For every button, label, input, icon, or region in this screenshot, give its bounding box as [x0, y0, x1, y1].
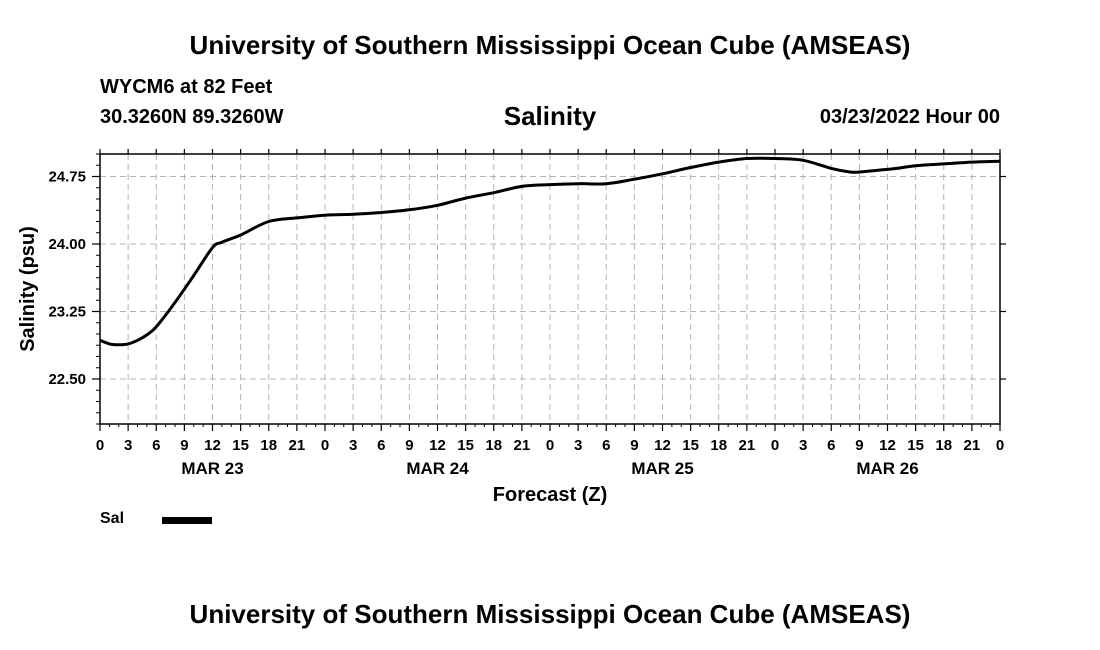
- x-tick-label: 6: [377, 437, 385, 454]
- x-tick-label: 12: [654, 437, 671, 454]
- x-tick-label: 18: [485, 437, 502, 454]
- x-tick-label: 0: [546, 437, 554, 454]
- x-axis-title: Forecast (Z): [493, 484, 607, 506]
- station-label: WYCM6 at 82 Feet: [100, 76, 273, 98]
- axis-ticks: [92, 149, 1006, 431]
- x-tick-label: 0: [996, 437, 1004, 454]
- coordinates-label: 30.3260N 89.3260W: [100, 106, 284, 128]
- x-tick-label: 0: [96, 437, 104, 454]
- x-tick-label: 9: [630, 437, 638, 454]
- x-tick-label: 3: [349, 437, 357, 454]
- forecast-datetime: 03/23/2022 Hour 00: [819, 106, 1000, 128]
- x-tick-label: 18: [935, 437, 952, 454]
- variable-title: Salinity: [503, 101, 597, 131]
- x-tick-label: 15: [907, 437, 924, 454]
- x-tick-label: 0: [321, 437, 329, 454]
- x-tick-label: 18: [260, 437, 277, 454]
- x-tick-label: 21: [964, 437, 981, 454]
- x-tick-label: 6: [602, 437, 610, 454]
- legend-label: Sal: [100, 510, 125, 527]
- chart-main-title: University of Southern Mississippi Ocean…: [189, 30, 911, 60]
- x-tick-label: 9: [855, 437, 863, 454]
- y-tick-label: 24.75: [48, 169, 86, 186]
- series-layer: [99, 156, 1001, 347]
- x-tick-label: 21: [289, 437, 306, 454]
- x-tick-label: 12: [879, 437, 896, 454]
- x-tick-label: 3: [574, 437, 582, 454]
- x-tick-label: 21: [739, 437, 756, 454]
- x-date-label: MAR 23: [181, 459, 243, 478]
- x-date-label: MAR 26: [856, 459, 918, 478]
- x-date-label: MAR 24: [406, 459, 469, 478]
- x-tick-label: 3: [799, 437, 807, 454]
- axis-labels: 0 3 6 9 12 15 18 21 0 3 6 9 12 15 18 21 0 3 6 9 12 15 18 21 0 3 6 9…: [48, 169, 1004, 479]
- x-tick-label: 15: [232, 437, 249, 454]
- x-tick-label: 18: [710, 437, 727, 454]
- y-axis-title: Salinity (psu): [17, 226, 39, 352]
- y-tick-label: 22.50: [48, 371, 86, 388]
- x-date-label: MAR 25: [631, 459, 693, 478]
- x-tick-label: 6: [152, 437, 160, 454]
- y-tick-label: 24.00: [48, 236, 86, 253]
- series-line-sal: [99, 156, 1001, 347]
- footer-title: University of Southern Mississippi Ocean…: [189, 599, 911, 629]
- x-tick-label: 6: [827, 437, 835, 454]
- x-tick-label: 9: [405, 437, 413, 454]
- x-tick-label: 0: [771, 437, 779, 454]
- x-tick-label: 9: [180, 437, 188, 454]
- y-tick-label: 23.25: [48, 304, 86, 321]
- grid-lines: [100, 154, 1000, 424]
- x-tick-label: 15: [682, 437, 699, 454]
- x-tick-label: 21: [514, 437, 531, 454]
- x-tick-label: 3: [124, 437, 132, 454]
- x-tick-label: 15: [457, 437, 474, 454]
- legend-swatch: [162, 517, 212, 524]
- x-tick-label: 12: [429, 437, 446, 454]
- x-tick-label: 12: [204, 437, 221, 454]
- plot-frame: [99, 153, 1001, 425]
